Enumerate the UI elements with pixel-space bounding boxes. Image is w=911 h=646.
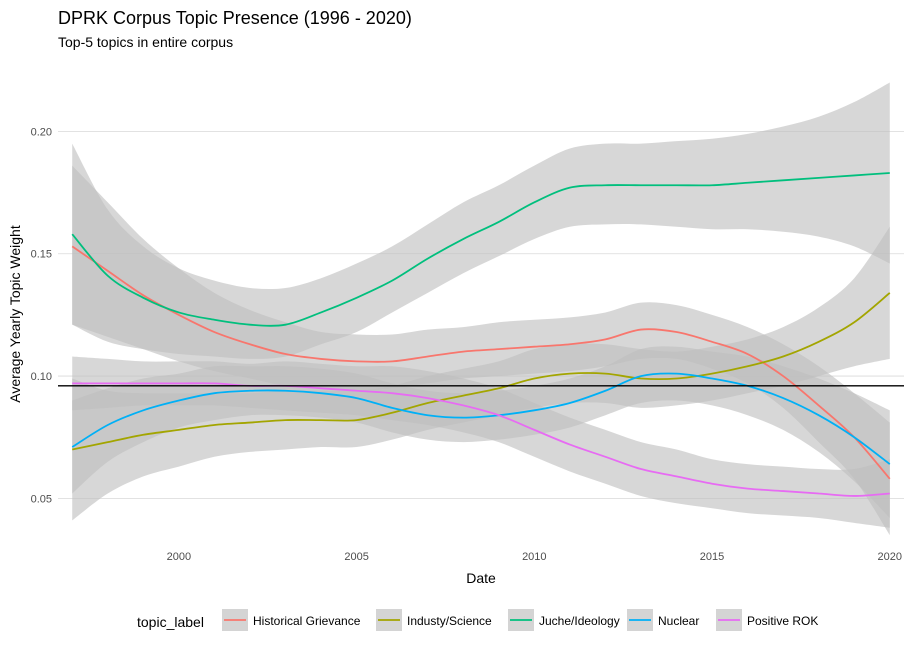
line-historical-grievance [71, 245, 891, 480]
legend-title: topic_label [137, 614, 204, 630]
legend-item-juche-ideology: Juche/Ideology [508, 609, 620, 631]
legend: topic_label Historical Grievance Industy/… [137, 609, 818, 631]
chart-title: DPRK Corpus Topic Presence (1996 - 2020) [58, 8, 412, 28]
legend-item-industy-science: Industy/Science [376, 609, 492, 631]
y-axis-title: Average Yearly Topic Weight [7, 225, 23, 403]
x-tick-label: 2020 [878, 551, 902, 563]
legend-label: Historical Grievance [253, 614, 361, 628]
y-tick-label: 0.15 [31, 249, 52, 261]
legend-item-historical-grievance: Historical Grievance [222, 609, 361, 631]
band-juche-ideology [72, 82, 890, 359]
chart-subtitle: Top-5 topics in entire corpus [58, 34, 233, 50]
series-lines [71, 172, 891, 497]
line-juche-ideology [71, 172, 890, 327]
line-industy-science [72, 292, 891, 451]
legend-item-nuclear: Nuclear [627, 609, 699, 631]
legend-label: Industy/Science [407, 614, 492, 628]
y-tick-label: 0.20 [31, 126, 52, 138]
x-tick-label: 2000 [167, 551, 191, 563]
legend-label: Positive ROK [747, 614, 818, 628]
legend-label: Nuclear [658, 614, 699, 628]
x-axis-title: Date [466, 570, 496, 586]
y-axis-ticks: 0.05 0.10 0.15 0.20 [31, 126, 52, 505]
legend-item-positive-rok: Positive ROK [716, 609, 818, 631]
line-positive-rok [72, 382, 890, 497]
x-tick-label: 2015 [700, 551, 724, 563]
band-industy-science [72, 226, 890, 521]
band-positive-rok [72, 356, 890, 528]
y-tick-label: 0.10 [31, 371, 52, 383]
line-nuclear [71, 372, 891, 465]
y-tick-label: 0.05 [31, 493, 52, 505]
x-axis-ticks: 2000 2005 2010 2015 2020 [167, 551, 902, 563]
x-tick-label: 2010 [522, 551, 546, 563]
legend-label: Juche/Ideology [539, 614, 620, 628]
x-tick-label: 2005 [344, 551, 368, 563]
confidence-bands [72, 82, 890, 536]
